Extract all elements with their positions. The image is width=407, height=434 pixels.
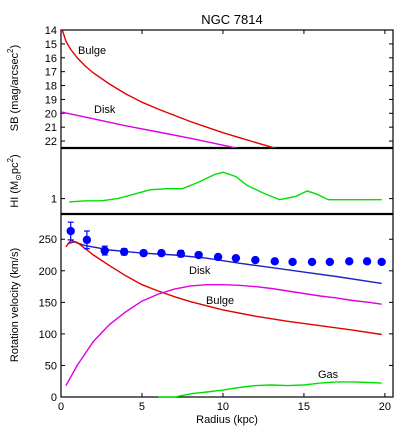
sb-bulge-line [61, 30, 278, 148]
sb-ytick-label: 16 [45, 53, 57, 65]
sb-ytick-label: 17 [45, 67, 57, 79]
sb-ytick-label: 15 [45, 39, 57, 51]
disk-label-bottom: Disk [189, 265, 211, 277]
observed-point [157, 248, 166, 258]
sb-ytick-label: 21 [45, 122, 57, 134]
observed-point [119, 247, 129, 257]
rc-bulge-line [65, 239, 382, 336]
sb-ytick-label: 22 [45, 136, 57, 148]
observed-point [288, 257, 297, 267]
bulge-label-top: Bulge [78, 45, 106, 57]
sb-ytick-label: 18 [45, 81, 57, 93]
observed-point [251, 255, 260, 265]
rc-xtick-label: 0 [58, 401, 64, 413]
rc-ytick-label: 0 [51, 392, 57, 404]
observed-point [307, 257, 317, 267]
rc-ytick-label: 200 [39, 266, 57, 278]
rc-gas-line [158, 381, 382, 398]
observed-point [82, 235, 92, 245]
bulge-label-bottom: Bulge [206, 295, 234, 307]
sb-ytick-label: 14 [45, 25, 57, 37]
sb-ytick-label: 19 [45, 94, 57, 106]
chart-title: NGC 7814 [201, 12, 262, 27]
hi-axis-label: HI (M⊙pc2) [6, 154, 23, 207]
observed-point [194, 250, 203, 260]
rc-xtick-label: 15 [298, 401, 310, 413]
rotation-axis-label: Rotation velocity (km/s) [9, 248, 21, 362]
rc-ytick-label: 50 [45, 360, 57, 372]
rc-ytick-label: 100 [39, 329, 57, 341]
rc-disk-line [65, 284, 382, 386]
observed-point [213, 252, 223, 262]
observed-point [345, 257, 354, 266]
observed-point [362, 257, 372, 266]
hi-ytick-label: 1 [51, 194, 57, 206]
rc-total-line [67, 241, 382, 285]
observed-point [100, 246, 109, 255]
observed-point [176, 249, 186, 258]
hi-density-line [69, 171, 382, 203]
observed-point [377, 257, 386, 267]
disk-label-top: Disk [94, 104, 116, 116]
hi-panel: 1 [51, 171, 393, 206]
panel-frame [60, 29, 394, 398]
observed-point [325, 257, 335, 267]
rc-xtick-label: 5 [139, 401, 145, 413]
rc-xtick-label: 20 [379, 401, 391, 413]
rc-xtick-label: 10 [217, 401, 229, 413]
observed-point [270, 257, 279, 266]
rotation-panel: 0 50 100 150 200 250 0 5 10 15 20 [39, 30, 393, 413]
gas-label: Gas [318, 369, 339, 381]
x-axis-label: Radius (kpc) [196, 414, 258, 426]
observed-point [66, 226, 75, 236]
rc-ytick-label: 250 [39, 234, 57, 246]
sb-axis-label: SB (mag/arcsec2) [6, 45, 21, 131]
observed-point [231, 253, 241, 263]
sb-disk-line [61, 111, 240, 148]
rc-ytick-label: 150 [39, 297, 57, 309]
observed-point [139, 248, 148, 258]
sb-ytick-label: 20 [45, 108, 57, 120]
